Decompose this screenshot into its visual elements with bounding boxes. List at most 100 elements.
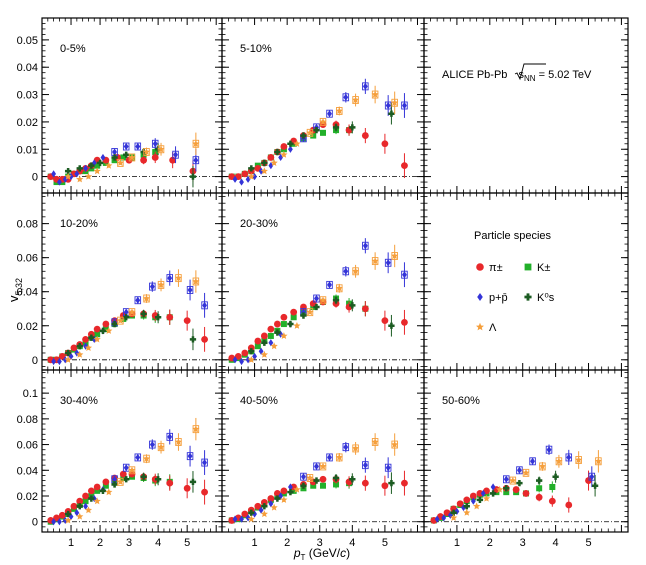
legend-marker-pi [476,263,484,271]
data-point-K [333,481,340,488]
centrality-label: 5-10% [240,43,272,55]
data-point-pi [280,313,288,321]
data-point-p [268,500,274,508]
data-point-p [278,153,284,162]
data-point-Lambda [270,342,278,350]
data-point-p [57,518,62,526]
data-point-pi [381,317,389,325]
data-point-p [258,167,264,175]
data-point-Lambda [371,257,379,265]
data-point-Lambda [555,457,563,465]
series-Lambda [247,244,399,363]
data-point-Lambda [594,457,602,465]
series-Lambda [450,450,602,521]
data-point-Lambda [351,267,360,275]
data-point-p [239,515,244,523]
data-point-K0s [300,132,307,139]
data-point-p [327,110,332,118]
x-tick-label: 1 [252,537,258,549]
data-point-pi [381,482,389,490]
data-point-pi [241,170,249,178]
y-tick-label: 0.05 [17,35,38,47]
data-point-K [94,162,101,169]
data-point-K0s [261,503,268,510]
data-point-K0s [111,154,118,161]
data-point-Lambda [247,172,255,180]
data-point-K0s [189,173,197,180]
data-point-Lambda [319,462,327,470]
data-point-pi [70,502,78,510]
data-point-p [239,357,244,366]
x-tick-label: 4 [349,537,355,549]
data-point-K0s [536,477,543,484]
y-tick-label: 0.06 [17,440,38,452]
data-point-Lambda [93,167,101,175]
data-point-p [343,443,349,451]
data-point-p [62,516,68,525]
data-point-K [94,331,101,338]
data-point-Lambda [496,485,504,493]
data-point-Lambda [105,327,113,334]
x-tick-label: 2 [284,537,290,549]
data-point-pi [254,337,262,345]
data-point-Lambda [192,425,200,433]
data-point-K [536,485,543,492]
data-point-Lambda [319,118,327,125]
data-point-p [202,458,207,467]
data-point-pi [512,486,520,493]
data-point-K0s [261,159,268,167]
data-point-p [112,148,117,156]
data-point-p [91,335,97,343]
data-point-K [280,321,287,328]
panel-0: 0 0.01 0.02 0.03 0.04 0.05 0-5% [17,17,223,194]
panel-6: 0 0.02 0.04 0.06 0.08 0.1 1 2 3 4 5 30-40% [17,369,223,549]
data-point-p [74,170,80,178]
data-point-pi [102,320,110,328]
data-point-K0s [388,479,395,487]
y-tick-label: 0 [32,172,38,184]
panel-2: ALICE Pb-Pb sNN = 5.02 TeV [423,17,629,194]
data-point-pi [401,318,408,326]
data-point-K0s [516,479,523,487]
data-point-pi [93,483,101,491]
data-point-K [310,482,317,489]
data-point-p [589,473,595,481]
legend-marker-Lambda [476,322,484,331]
data-point-p [83,342,88,350]
series-p [434,444,596,523]
sqrt-symbol [514,63,546,81]
panel-frame [423,369,629,533]
data-point-Lambda [391,440,399,448]
annotation-prefix: ALICE Pb-Pb [442,69,510,81]
data-point-K0s [332,124,340,131]
data-point-pi [401,479,408,487]
data-point-pi [166,313,174,321]
data-point-p [232,175,238,183]
data-point-pi [254,502,262,510]
data-point-p [314,462,319,471]
data-point-Lambda [64,355,72,363]
data-point-p [62,175,68,183]
x-axis-label-part: p [293,546,301,560]
y-axis-label: v5,32 [6,278,24,302]
data-point-p [258,506,264,514]
legend-label-pi: π± [489,262,503,274]
data-point-pi [463,496,471,504]
data-point-p [441,514,447,522]
data-point-p [123,142,129,151]
data-point-p [362,82,368,90]
data-point-Lambda [280,332,288,340]
data-point-K0s [76,343,83,350]
data-point-K [102,326,109,333]
data-point-pi [241,510,249,518]
data-point-Lambda [76,175,84,183]
data-point-pi [82,335,89,343]
data-point-K0s [88,162,95,169]
data-point-p [123,464,129,472]
x-tick-label: 3 [126,537,132,549]
data-point-p [51,357,57,366]
data-point-pi [102,478,110,486]
data-point-p [470,497,476,505]
data-point-pi [273,320,281,328]
